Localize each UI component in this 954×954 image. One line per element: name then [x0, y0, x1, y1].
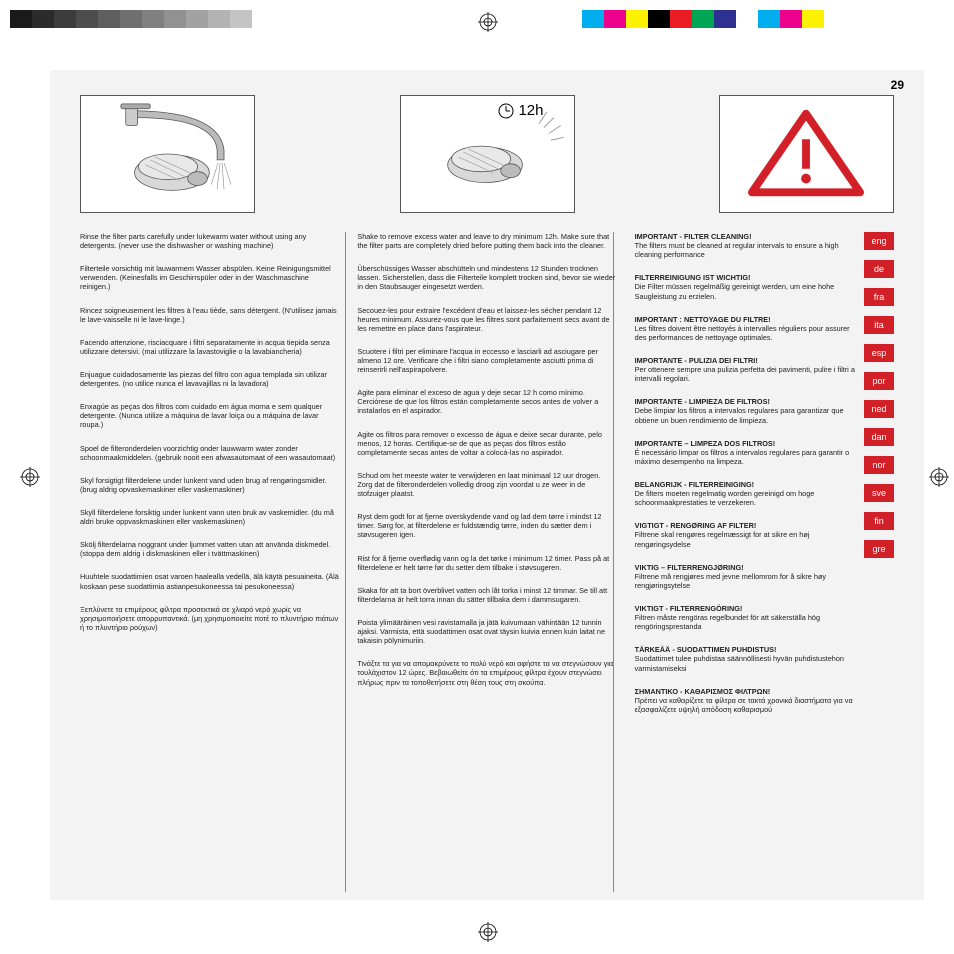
text-block: Schud om het meeste water te verwijderen… — [357, 471, 616, 498]
dry-time-label: 12h — [498, 102, 543, 119]
text-block: IMPORTANTE - PULIZIA DEI FILTRI!Per otte… — [635, 356, 858, 383]
column-2: Shake to remove excess water and leave t… — [357, 232, 616, 904]
reg-mark — [478, 922, 498, 942]
text-block: Τινάξτε τα για να απομακρύνετε το πολύ ν… — [357, 659, 616, 686]
text-block: Ryst dem godt for at fjerne overskydende… — [357, 512, 616, 539]
illustration-row: 12h — [80, 95, 894, 213]
lang-tab-esp: esp — [864, 344, 894, 362]
text-block: Skölj filterdelarna noggrant under ljumm… — [80, 540, 339, 558]
text-block: Rist for å fjerne overflødig vann og la … — [357, 554, 616, 572]
text-block: FILTERREINIGUNG IST WICHTIG!Die Filter m… — [635, 273, 858, 300]
print-colorbar — [582, 10, 824, 28]
text-block: Agite os filtros para remover o excesso … — [357, 430, 616, 457]
text-block: Enjuague cuidadosamente las piezas del f… — [80, 370, 339, 388]
lang-tab-gre: gre — [864, 540, 894, 558]
lang-tab-nor: nor — [864, 456, 894, 474]
text-block: IMPORTANT : NETTOYAGE DU FILTRE!Les filt… — [635, 315, 858, 342]
text-block: Scuotere i filtri per eliminare l'acqua … — [357, 347, 616, 374]
text-block: IMPORTANT - FILTER CLEANING!The filters … — [635, 232, 858, 259]
text-block: TÄRKEÄÄ - SUODATTIMEN PUHDISTUS!Suodatti… — [635, 645, 858, 672]
text-block: Rincez soigneusement les filtres à l'eau… — [80, 306, 339, 324]
text-block: Facendo attenzione, risciacquare i filtr… — [80, 338, 339, 356]
reg-mark — [20, 467, 40, 487]
lang-tab-de: de — [864, 260, 894, 278]
text-block: Rinse the filter parts carefully under l… — [80, 232, 339, 250]
page-number: 29 — [891, 78, 904, 92]
lang-tab-dan: dan — [864, 428, 894, 446]
column-3: IMPORTANT - FILTER CLEANING!The filters … — [635, 232, 858, 904]
text-block: Spoel de filteronderdelen voorzichtig on… — [80, 444, 339, 462]
text-block: Enxagúe as peças dos filtros com cuidado… — [80, 402, 339, 429]
reg-mark — [478, 12, 498, 32]
text-block: Secouez-les pour extraire l'excédent d'e… — [357, 306, 616, 333]
text-block: Skaka för att ta bort överblivet vatten … — [357, 586, 616, 604]
text-block: VIGTIGT - RENGØRING AF FILTER!Filtrene s… — [635, 521, 858, 548]
text-block: Poista ylimääräinen vesi ravistamalla ja… — [357, 618, 616, 645]
lang-tab-ita: ita — [864, 316, 894, 334]
text-block: IMPORTANTE – LIMPEZA DOS FILTROS!É neces… — [635, 439, 858, 466]
lang-tab-fin: fin — [864, 512, 894, 530]
lang-tab-sve: sve — [864, 484, 894, 502]
text-block: Skyl forsigtigt filterdelene under lunke… — [80, 476, 339, 494]
print-graybar — [10, 10, 274, 28]
text-block: VIKTIG – FILTERRENGJØRING!Filtrene må re… — [635, 563, 858, 590]
text-block: ΣΗΜΑΝΤΙΚΟ - ΚΑΘΑΡΙΣΜΟΣ ΦΙΛΤΡΩΝ!Πρέπει να… — [635, 687, 858, 714]
text-block: VIKTIGT - FILTERRENGÖRING!Filtren måste … — [635, 604, 858, 631]
column-1: Rinse the filter parts carefully under l… — [80, 232, 339, 904]
text-block: Überschüssiges Wasser abschütteln und mi… — [357, 264, 616, 291]
language-tabs: eng de fra ita esp por ned dan nor sve fin gre — [864, 232, 894, 904]
text-block: Agite para eliminar el exceso de agua y … — [357, 388, 616, 415]
text-block: Filterteile vorsichtig mit lauwarmem Was… — [80, 264, 339, 291]
illustration-dry: 12h — [400, 95, 575, 213]
text-block: Huuhtele suodattimien osat varoen haalea… — [80, 572, 339, 590]
illustration-warning — [719, 95, 894, 213]
lang-tab-fra: fra — [864, 288, 894, 306]
text-block: IMPORTANTE - LIMPIEZA DE FILTROS!Debe li… — [635, 397, 858, 424]
lang-tab-ned: ned — [864, 400, 894, 418]
text-columns: Rinse the filter parts carefully under l… — [80, 232, 894, 904]
text-block: Shake to remove excess water and leave t… — [357, 232, 616, 250]
illustration-rinse — [80, 95, 255, 213]
text-block: BELANGRIJK - FILTERREINIGING!De filters … — [635, 480, 858, 507]
text-block: Skyll filterdelene forsiktig under lunke… — [80, 508, 339, 526]
reg-mark — [929, 467, 949, 487]
lang-tab-eng: eng — [864, 232, 894, 250]
text-block: Ξεπλύνετε τα επιμέρους φίλτρα προσεκτικά… — [80, 605, 339, 632]
lang-tab-por: por — [864, 372, 894, 390]
